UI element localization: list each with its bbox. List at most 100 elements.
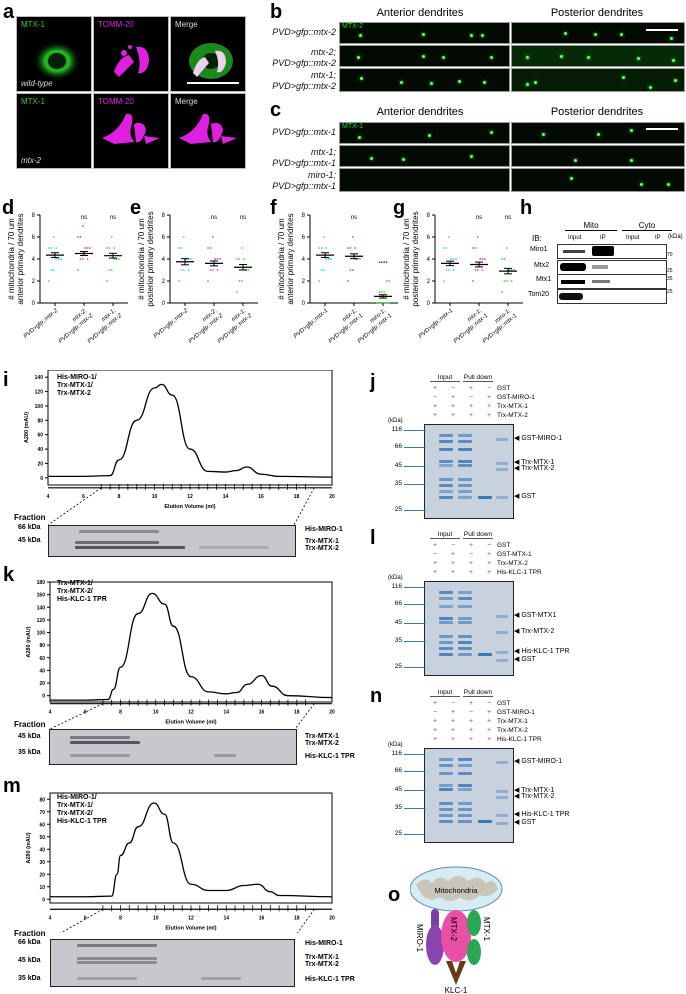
- lane-sign: +: [451, 736, 455, 743]
- svg-text:4: 4: [49, 915, 52, 921]
- group-cyto: Cyto: [622, 221, 672, 231]
- svg-text:PVD>gfp::mtx-1: PVD>gfp::mtx-1: [418, 308, 454, 340]
- lane-sign: −: [469, 394, 473, 401]
- band-arrow-label: ◀ GST-MIRO-1: [514, 757, 562, 765]
- panel-o-label: o: [388, 885, 400, 905]
- lane-sign: +: [469, 403, 473, 410]
- svg-text:ns: ns: [211, 215, 217, 221]
- lane-sign: +: [451, 727, 455, 734]
- svg-text:8: 8: [32, 213, 36, 219]
- blot-row-label: Mtx1: [536, 276, 551, 283]
- channel-label: MTX-1: [21, 97, 45, 106]
- svg-text:20: 20: [329, 494, 335, 500]
- lane-sign: +: [433, 560, 437, 567]
- band-arrow-label: ◀ Trx-MTX-2: [514, 464, 554, 472]
- band-arrow-label: ◀ Trx-MTX-2: [514, 792, 554, 800]
- sds-gel-i: [48, 525, 296, 557]
- dendrite-strip: [339, 145, 510, 167]
- svg-text:0: 0: [42, 694, 45, 700]
- svg-text:****: ****: [378, 262, 388, 268]
- gel-band-label: Trx-MTX-2: [305, 545, 339, 552]
- kda-marker: 25: [388, 663, 402, 670]
- lane-sign: +: [451, 718, 455, 725]
- group-pulldown: Pull down: [463, 689, 493, 697]
- gel-band-label: His-KLC-1 TPR: [305, 753, 355, 760]
- svg-text:10: 10: [153, 915, 159, 921]
- sds-gel-k: [49, 729, 297, 765]
- protein-label: KLC-1: [445, 986, 468, 994]
- lane-sign: +: [451, 551, 455, 558]
- svg-text:8: 8: [119, 915, 122, 921]
- lane-sign: +: [433, 736, 437, 743]
- lane-sign: +: [469, 385, 473, 392]
- svg-text:18: 18: [294, 710, 300, 716]
- svg-text:0: 0: [40, 476, 43, 482]
- gel-band-label: His-MIRO-1: [305, 526, 343, 533]
- svg-text:100: 100: [35, 404, 44, 410]
- kda-label: (kDa): [388, 742, 403, 748]
- svg-text:50: 50: [39, 835, 45, 841]
- panel-j-label: j: [370, 372, 376, 392]
- micrograph-tomm20-mtx2: TOMM-20: [93, 93, 169, 169]
- kda-marker: 25: [667, 289, 673, 295]
- lane-sign: −: [433, 394, 437, 401]
- blot-row-label: Tom20: [528, 291, 549, 298]
- condition-label: Trx-MTX-2: [497, 560, 528, 567]
- group-input: Input: [430, 531, 460, 539]
- svg-text:60: 60: [39, 822, 45, 828]
- gel-marker: 45 kDa: [18, 957, 41, 964]
- lane-sign: +: [487, 551, 491, 558]
- lane-sign: +: [487, 736, 491, 743]
- group-input: Input: [430, 374, 460, 382]
- lane-sign: +: [433, 412, 437, 419]
- protein-label: MTX-1: [482, 917, 491, 942]
- blot-miro1: [557, 244, 667, 259]
- lane-sign: −: [451, 385, 455, 392]
- channel-label: MTX-2: [342, 23, 363, 30]
- svg-text:100: 100: [37, 631, 46, 637]
- svg-text:2: 2: [427, 279, 431, 285]
- lane-sign: +: [451, 394, 455, 401]
- svg-text:A280 (mAU): A280 (mAU): [26, 832, 32, 863]
- lane-sign: +: [451, 709, 455, 716]
- svg-text:8: 8: [119, 710, 122, 716]
- lane-label: Input: [626, 235, 639, 241]
- svg-text:4: 4: [162, 257, 166, 263]
- svg-text:8: 8: [162, 213, 166, 219]
- kda-marker: 45: [388, 619, 402, 626]
- svg-text:2: 2: [162, 279, 166, 285]
- svg-text:anterior primary dendrites: anterior primary dendrites: [16, 213, 25, 304]
- svg-text:70: 70: [39, 810, 45, 816]
- lane-sign: +: [469, 542, 473, 549]
- lane-label: IP: [655, 235, 661, 241]
- gel-band-label: His-KLC-1 TPR: [305, 976, 355, 983]
- svg-text:2: 2: [302, 279, 306, 285]
- lane-sign: +: [433, 718, 437, 725]
- gel-marker: 66 kDa: [18, 939, 41, 946]
- lane-sign: +: [433, 385, 437, 392]
- gel-marker: 66 kDa: [18, 524, 41, 531]
- lane-sign: +: [451, 569, 455, 576]
- dendrite-strip: [339, 45, 510, 67]
- svg-text:6: 6: [162, 235, 166, 241]
- condition-label: GST: [497, 385, 510, 392]
- chromatogram-title: His-MIRO-1/ Trx-MTX-1/ Trx-MTX-2: [57, 374, 97, 398]
- band-arrow-label: ◀ GST-MTX1: [514, 611, 556, 619]
- svg-text:80: 80: [37, 418, 43, 424]
- kda-marker: 66: [388, 767, 402, 774]
- kda-label: (kDa): [388, 418, 403, 424]
- channel-label: MTX-1: [21, 20, 45, 29]
- svg-text:4: 4: [302, 257, 306, 263]
- lane-sign: −: [487, 542, 491, 549]
- band-arrow-label: ◀ GST: [514, 492, 536, 500]
- lane-label: Input: [568, 235, 581, 241]
- lane-sign: +: [469, 412, 473, 419]
- svg-text:10: 10: [152, 494, 158, 500]
- svg-text:# mitochondria / 70 um: # mitochondria / 70 um: [137, 218, 146, 300]
- group-pulldown: Pull down: [463, 374, 493, 382]
- scale-bar: [187, 82, 239, 84]
- svg-text:0: 0: [162, 301, 166, 307]
- svg-text:60: 60: [37, 433, 43, 439]
- band-arrow-label: ◀ GST-MIRO-1: [514, 434, 562, 442]
- kda-marker: 66: [388, 443, 402, 450]
